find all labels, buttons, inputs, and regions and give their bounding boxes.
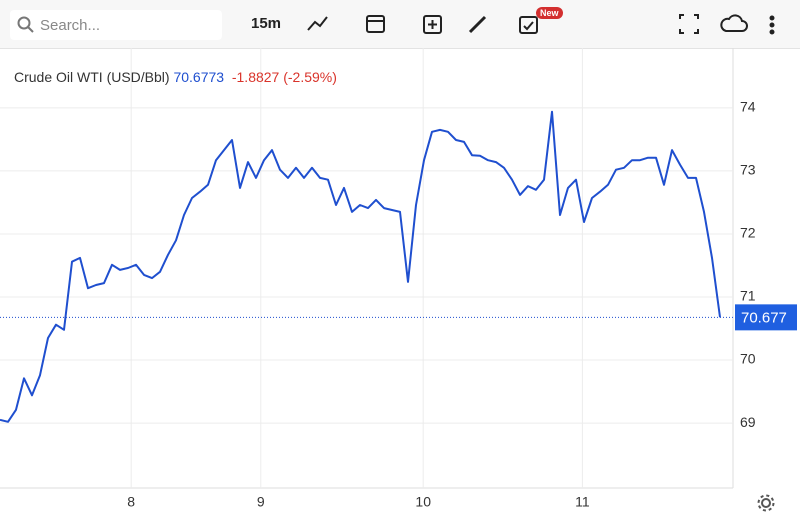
- draw-icon[interactable]: [468, 15, 487, 34]
- last-price-label: 70.677: [741, 309, 787, 326]
- last-price-box: [735, 304, 797, 331]
- x-tick-label: 8: [127, 494, 135, 510]
- search-icon: [17, 16, 34, 33]
- x-tick-label: 10: [415, 494, 431, 510]
- y-tick-label: 74: [740, 99, 756, 115]
- settings-icon[interactable]: [757, 494, 775, 512]
- fullscreen-icon[interactable]: [679, 14, 699, 34]
- events-icon[interactable]: [519, 16, 538, 34]
- price-line: [0, 110, 721, 423]
- download-icon[interactable]: [720, 14, 748, 32]
- search-placeholder: Search...: [40, 17, 101, 34]
- interval-button[interactable]: 15m: [251, 15, 282, 32]
- toolbar: Search... 15m New: [0, 0, 800, 49]
- y-tick-label: 73: [740, 162, 756, 178]
- last-price: 70.6773: [173, 69, 225, 85]
- y-tick-label: 72: [740, 225, 756, 241]
- y-tick-label: 71: [740, 288, 756, 304]
- toolbar-icons: [307, 14, 775, 35]
- search-box[interactable]: Search...: [10, 10, 222, 40]
- legend: Crude Oil WTI (USD/Bbl) 70.6773 -1.8827 …: [14, 69, 337, 85]
- x-tick-label: 9: [257, 494, 265, 510]
- y-tick-label: 69: [740, 414, 756, 430]
- calendar-icon[interactable]: [366, 15, 385, 33]
- new-badge: New: [536, 7, 563, 19]
- price-change: -1.8827 (-2.59%): [231, 69, 337, 85]
- line-icon[interactable]: [307, 16, 328, 31]
- x-tick-label: 11: [575, 494, 590, 510]
- y-tick-label: 70: [740, 351, 756, 367]
- instrument-name: Crude Oil WTI (USD/Bbl): [14, 69, 170, 85]
- add-icon[interactable]: [423, 15, 442, 34]
